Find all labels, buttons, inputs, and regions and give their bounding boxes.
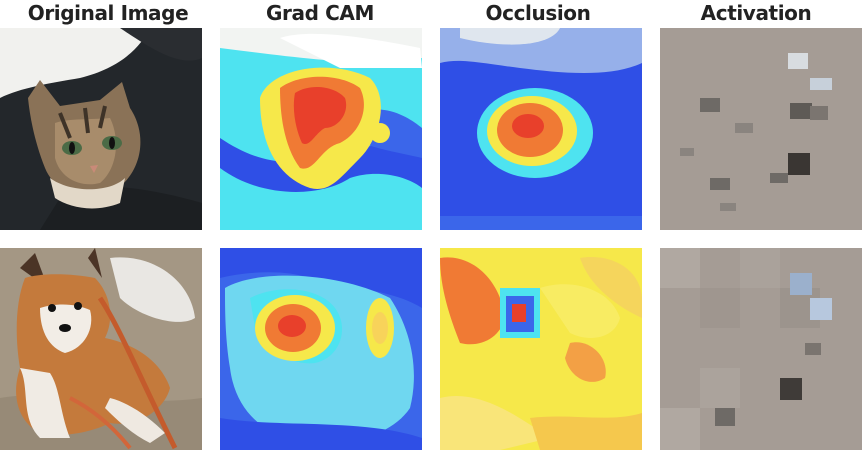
title-original-image: Original Image — [27, 1, 189, 25]
title-grad-cam: Grad CAM — [266, 1, 374, 25]
dog-original-image — [0, 248, 202, 450]
cat-activation-map — [660, 28, 862, 230]
dog-occlusion-sensitivity-map — [440, 248, 642, 450]
title-activation: Activation — [700, 1, 812, 25]
cat-occlusion-sensitivity-map — [440, 28, 642, 230]
dog-grad-cam-map — [220, 248, 422, 450]
cat-original-image — [0, 28, 202, 230]
cat-grad-cam-map — [220, 28, 422, 230]
dog-activation-map — [660, 248, 862, 450]
